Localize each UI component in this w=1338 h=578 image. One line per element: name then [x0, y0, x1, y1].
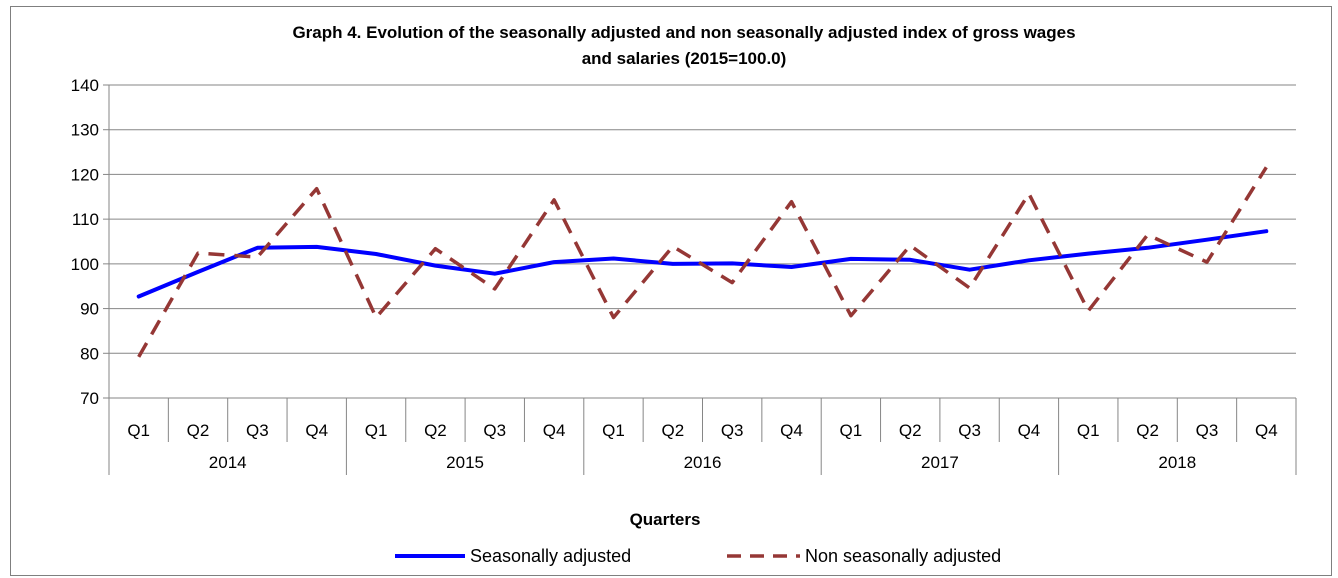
- x-year-label-2017: 2017: [921, 453, 959, 472]
- x-tick-label-q1: Q1: [127, 421, 150, 440]
- x-tick-label-q2: Q2: [1136, 421, 1159, 440]
- x-year-label-2015: 2015: [446, 453, 484, 472]
- x-tick-label-q1: Q1: [602, 421, 625, 440]
- chart-title-line1: Graph 4. Evolution of the seasonally adj…: [292, 23, 1075, 42]
- legend-label-seasonally-adjusted: Seasonally adjusted: [470, 546, 631, 566]
- y-tick-label-80: 80: [80, 344, 99, 363]
- chart-title-line2: and salaries (2015=100.0): [582, 49, 787, 68]
- y-tick-label-70: 70: [80, 389, 99, 408]
- legend-label-non-seasonally-adjusted: Non seasonally adjusted: [805, 546, 1001, 566]
- y-axis-tick-labels: 70 80 90 100 110 120 130 140: [71, 76, 99, 408]
- x-tick-label-q1: Q1: [840, 421, 863, 440]
- x-tick-label-q3: Q3: [1196, 421, 1219, 440]
- x-year-label-2014: 2014: [209, 453, 247, 472]
- y-tick-label-90: 90: [80, 300, 99, 319]
- x-tick-label-q4: Q4: [1018, 421, 1041, 440]
- x-tick-label-q3: Q3: [958, 421, 981, 440]
- y-tick-label-110: 110: [72, 210, 99, 229]
- y-tick-label-130: 130: [71, 121, 99, 140]
- x-tick-label-q2: Q2: [424, 421, 447, 440]
- x-tick-label-q3: Q3: [483, 421, 506, 440]
- x-tick-label-q1: Q1: [365, 421, 388, 440]
- x-year-label-2018: 2018: [1158, 453, 1196, 472]
- x-axis: Q1 Q2 Q3 Q4 Q1 Q2 Q3 Q4 Q1 Q2 Q3 Q4 Q1 Q2 Q3 Q4 Q1 Q2 Q3 Q4…: [108, 398, 1297, 475]
- chart-frame: [10, 6, 1332, 576]
- x-tick-label-q2: Q2: [187, 421, 210, 440]
- series-lines: [136, 166, 1269, 358]
- legend: Seasonally adjusted Non seasonally adjus…: [395, 546, 1001, 566]
- x-axis-label: Quarters: [630, 510, 701, 529]
- x-tick-label-q4: Q4: [780, 421, 803, 440]
- x-tick-label-q2: Q2: [899, 421, 922, 440]
- y-tick-label-120: 120: [71, 165, 99, 184]
- gridlines: [103, 84, 1296, 399]
- x-tick-label-q1: Q1: [1077, 421, 1100, 440]
- series-line-non-seasonally-adjusted: [137, 166, 1268, 358]
- x-tick-label-q3: Q3: [721, 421, 744, 440]
- x-tick-label-q4: Q4: [543, 421, 566, 440]
- y-tick-label-100: 100: [71, 255, 99, 274]
- x-tick-label-q3: Q3: [246, 421, 269, 440]
- x-tick-label-q2: Q2: [661, 421, 684, 440]
- x-year-label-2016: 2016: [684, 453, 722, 472]
- x-tick-label-q4: Q4: [1255, 421, 1278, 440]
- y-tick-label-140: 140: [71, 76, 99, 95]
- x-tick-label-q4: Q4: [305, 421, 328, 440]
